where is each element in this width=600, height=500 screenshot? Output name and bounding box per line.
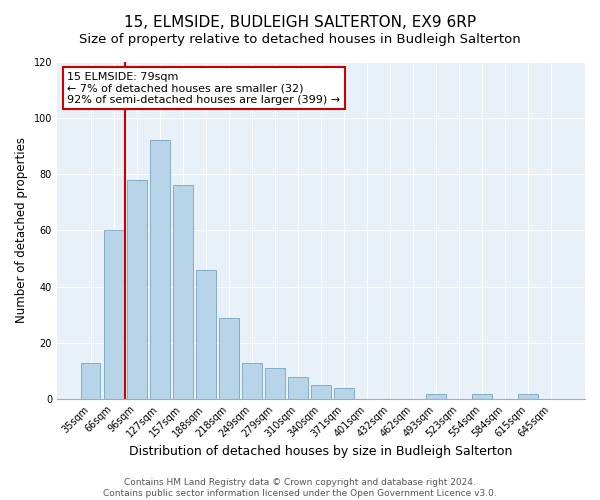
Text: 15, ELMSIDE, BUDLEIGH SALTERTON, EX9 6RP: 15, ELMSIDE, BUDLEIGH SALTERTON, EX9 6RP (124, 15, 476, 30)
Text: 15 ELMSIDE: 79sqm
← 7% of detached houses are smaller (32)
92% of semi-detached : 15 ELMSIDE: 79sqm ← 7% of detached house… (67, 72, 341, 105)
Text: Size of property relative to detached houses in Budleigh Salterton: Size of property relative to detached ho… (79, 32, 521, 46)
Bar (334, 388, 354, 399)
Bar (472, 394, 492, 399)
Bar (104, 230, 124, 399)
X-axis label: Distribution of detached houses by size in Budleigh Salterton: Distribution of detached houses by size … (129, 444, 512, 458)
Bar (219, 318, 239, 399)
Bar (81, 362, 100, 399)
Bar (150, 140, 170, 399)
Bar (242, 362, 262, 399)
Y-axis label: Number of detached properties: Number of detached properties (15, 138, 28, 324)
Bar (173, 186, 193, 399)
Bar (127, 180, 146, 399)
Bar (196, 270, 215, 399)
Bar (518, 394, 538, 399)
Text: Contains HM Land Registry data © Crown copyright and database right 2024.
Contai: Contains HM Land Registry data © Crown c… (103, 478, 497, 498)
Bar (288, 376, 308, 399)
Bar (426, 394, 446, 399)
Bar (265, 368, 284, 399)
Bar (311, 385, 331, 399)
